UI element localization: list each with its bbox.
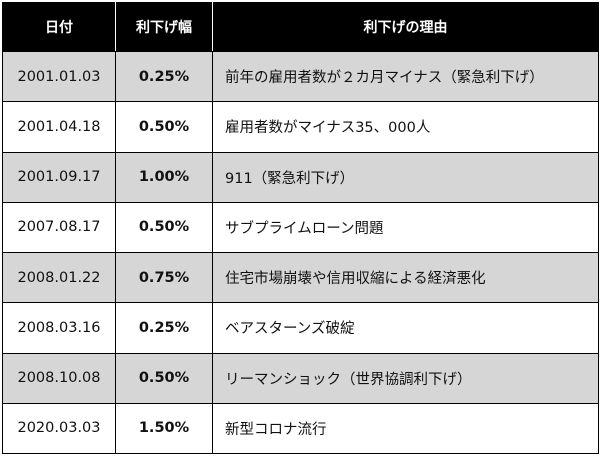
header-date: 日付 xyxy=(2,2,116,52)
table-body: 2001.01.03 0.25% 前年の雇用者数が２カ月マイナス（緊急利下げ） … xyxy=(2,50,599,455)
cell-date: 2020.03.03 xyxy=(2,402,116,455)
cell-rate: 0.50% xyxy=(115,201,213,254)
table-row: 2008.03.16 0.25% ベアスターンズ破綻 xyxy=(2,302,599,354)
cell-reason: ベアスターンズ破綻 xyxy=(212,302,599,354)
header-reason: 利下げの理由 xyxy=(212,2,599,52)
table-row: 2007.08.17 0.50% サブプライムローン問題 xyxy=(2,201,599,254)
table-row: 2008.10.08 0.50% リーマンショック（世界協調利下げ） xyxy=(2,352,599,404)
cell-date: 2008.01.22 xyxy=(2,251,116,304)
header-row: 日付 利下げ幅 利下げの理由 xyxy=(2,2,599,52)
table-row: 2001.09.17 1.00% 911（緊急利下げ） xyxy=(2,151,599,203)
cell-reason: サブプライムローン問題 xyxy=(212,201,599,254)
cell-reason: 911（緊急利下げ） xyxy=(212,151,599,203)
cell-rate: 0.75% xyxy=(115,251,213,304)
cell-date: 2001.09.17 xyxy=(2,151,116,203)
cell-date: 2008.03.16 xyxy=(2,302,116,354)
table-row: 2001.04.18 0.50% 雇用者数がマイナス35、000人 xyxy=(2,101,599,153)
cell-rate: 0.50% xyxy=(115,101,213,153)
table-header: 日付 利下げ幅 利下げの理由 xyxy=(2,2,599,52)
cell-date: 2001.04.18 xyxy=(2,101,116,153)
cell-date: 2008.10.08 xyxy=(2,352,116,404)
cell-reason: 前年の雇用者数が２カ月マイナス（緊急利下げ） xyxy=(212,50,599,103)
cell-rate: 0.25% xyxy=(115,50,213,103)
header-rate: 利下げ幅 xyxy=(115,2,213,52)
cell-reason: リーマンショック（世界協調利下げ） xyxy=(212,352,599,404)
cell-rate: 1.00% xyxy=(115,151,213,203)
cell-date: 2001.01.03 xyxy=(2,50,116,103)
cell-reason: 住宅市場崩壊や信用収縮による経済悪化 xyxy=(212,251,599,304)
table-row: 2020.03.03 1.50% 新型コロナ流行 xyxy=(2,402,599,455)
table-row: 2001.01.03 0.25% 前年の雇用者数が２カ月マイナス（緊急利下げ） xyxy=(2,50,599,103)
cell-date: 2007.08.17 xyxy=(2,201,116,254)
table-row: 2008.01.22 0.75% 住宅市場崩壊や信用収縮による経済悪化 xyxy=(2,251,599,304)
cell-rate: 0.25% xyxy=(115,302,213,354)
cell-rate: 0.50% xyxy=(115,352,213,404)
cell-rate: 1.50% xyxy=(115,402,213,455)
cell-reason: 雇用者数がマイナス35、000人 xyxy=(212,101,599,153)
cell-reason: 新型コロナ流行 xyxy=(212,402,599,455)
